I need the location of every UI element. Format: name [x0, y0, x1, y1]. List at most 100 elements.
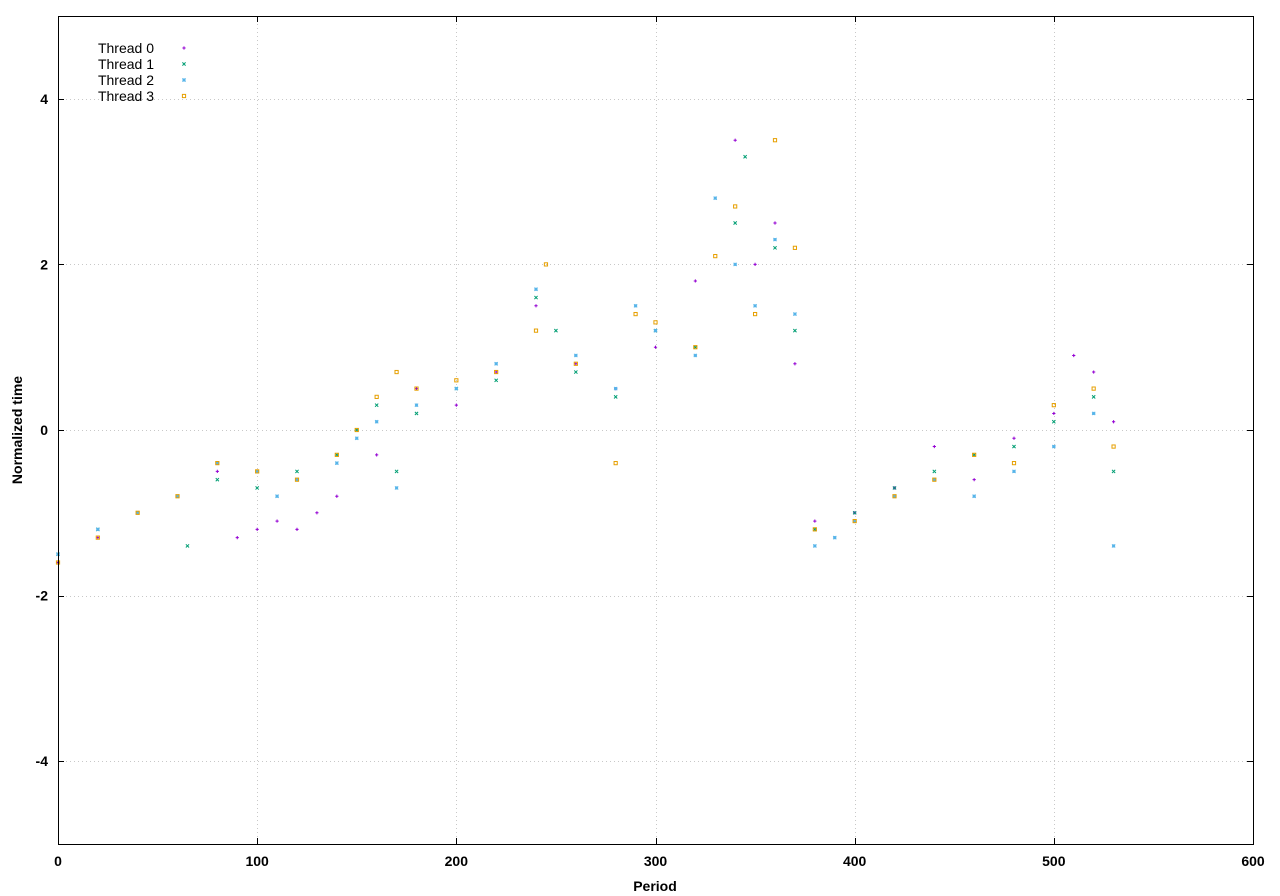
data-point [1011, 461, 1017, 466]
data-point [215, 477, 220, 482]
data-point [852, 510, 857, 515]
x-tick-label: 400 [843, 853, 867, 869]
data-point [653, 345, 658, 349]
data-point [414, 403, 419, 408]
data-point [733, 221, 738, 225]
series-thread-0 [56, 138, 1116, 565]
data-point [792, 328, 797, 333]
data-point [215, 461, 220, 466]
legend-label: Thread 0 [98, 40, 154, 56]
data-point [1111, 543, 1116, 548]
data-point [792, 245, 798, 250]
data-point [773, 221, 777, 225]
data-point [773, 245, 777, 250]
data-point [454, 378, 459, 383]
data-point [932, 477, 937, 482]
data-point [96, 536, 100, 540]
y-tick-label: 2 [40, 256, 48, 272]
data-point [573, 353, 578, 358]
data-point [534, 287, 538, 292]
y-tick-label: -2 [36, 588, 49, 604]
data-point [653, 328, 658, 333]
series-thread-2 [56, 196, 1116, 557]
data-point [693, 345, 698, 350]
data-point [832, 535, 837, 540]
legend-marker [182, 46, 186, 50]
data-point [394, 469, 399, 474]
data-point [713, 196, 718, 201]
grid-lines [58, 16, 1253, 844]
data-point [932, 477, 937, 482]
data-point [255, 486, 260, 490]
data-point [733, 204, 738, 209]
data-point [1111, 444, 1116, 449]
series-thread-1 [56, 154, 1116, 557]
data-point [543, 262, 549, 267]
data-point [1072, 353, 1076, 358]
data-point [733, 262, 738, 267]
y-tick-label: 0 [40, 422, 48, 438]
data-point [275, 494, 280, 499]
data-point [494, 378, 499, 383]
data-point [932, 469, 937, 474]
data-point [752, 311, 758, 317]
data-point [813, 519, 817, 523]
data-point [1051, 419, 1056, 424]
data-point [295, 527, 299, 531]
data-points [55, 138, 1116, 565]
data-point [743, 154, 748, 159]
data-point [354, 428, 359, 432]
data-point [334, 452, 339, 457]
data-point [175, 494, 180, 499]
data-point [414, 387, 419, 391]
data-point [653, 320, 658, 325]
data-point [753, 262, 757, 266]
plot-frame [58, 16, 1254, 845]
data-point [573, 370, 578, 374]
data-point [812, 527, 817, 532]
data-point [1111, 469, 1116, 474]
y-tick-label: 4 [40, 91, 48, 107]
x-tick-label: 100 [245, 853, 269, 869]
data-point [812, 527, 817, 532]
data-point [852, 518, 857, 524]
data-point [1012, 436, 1016, 440]
data-point [713, 254, 718, 259]
data-point [135, 510, 140, 515]
data-point [613, 461, 618, 466]
series-thread-3 [55, 138, 1116, 565]
data-point [1092, 370, 1096, 374]
legend-label: Thread 1 [98, 56, 154, 72]
data-point [613, 386, 618, 391]
data-point [892, 494, 897, 499]
data-point [772, 138, 778, 143]
data-point [295, 477, 299, 482]
data-point [255, 527, 259, 531]
data-point [792, 312, 797, 317]
y-axis-title: Normalized time [9, 376, 25, 484]
data-point [494, 369, 499, 375]
data-point [773, 237, 777, 242]
x-axis-title: Period [633, 878, 677, 894]
data-point [892, 486, 897, 490]
data-point [334, 461, 339, 466]
data-point [494, 361, 499, 366]
data-point [693, 279, 697, 283]
legend-marker [181, 93, 187, 99]
data-point [972, 478, 976, 482]
data-point [255, 469, 260, 474]
data-point [533, 328, 539, 333]
x-tick-label: 500 [1042, 853, 1066, 869]
legend-marker [182, 62, 186, 66]
data-point [693, 345, 698, 350]
data-point [294, 477, 300, 482]
data-point [215, 469, 219, 473]
data-point [892, 494, 897, 499]
legend-marker [182, 78, 186, 82]
data-point [852, 519, 857, 524]
data-point [334, 452, 339, 457]
legend-label: Thread 2 [98, 72, 154, 88]
data-point [733, 138, 737, 142]
